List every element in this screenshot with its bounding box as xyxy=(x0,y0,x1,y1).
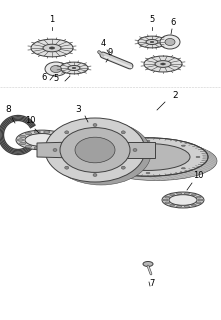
Ellipse shape xyxy=(19,142,26,145)
Ellipse shape xyxy=(25,133,59,147)
Ellipse shape xyxy=(17,139,24,141)
Ellipse shape xyxy=(143,261,153,267)
Text: 3: 3 xyxy=(75,105,81,114)
Ellipse shape xyxy=(25,145,32,148)
Ellipse shape xyxy=(31,39,73,57)
Ellipse shape xyxy=(165,196,170,198)
Ellipse shape xyxy=(191,204,196,206)
Ellipse shape xyxy=(146,39,158,44)
Ellipse shape xyxy=(58,135,65,138)
Ellipse shape xyxy=(16,130,68,150)
Ellipse shape xyxy=(191,194,196,196)
Ellipse shape xyxy=(93,124,97,126)
Text: 8: 8 xyxy=(5,105,11,114)
Text: 6: 6 xyxy=(41,73,47,82)
Ellipse shape xyxy=(161,63,165,65)
Ellipse shape xyxy=(111,168,115,169)
Text: 1: 1 xyxy=(49,15,55,24)
Ellipse shape xyxy=(138,36,166,48)
Ellipse shape xyxy=(96,156,100,158)
Ellipse shape xyxy=(177,205,182,207)
Ellipse shape xyxy=(163,199,168,201)
Text: 4: 4 xyxy=(100,39,106,48)
Ellipse shape xyxy=(146,140,150,142)
Ellipse shape xyxy=(60,128,130,172)
Text: 10: 10 xyxy=(25,116,35,125)
Ellipse shape xyxy=(196,156,200,158)
Ellipse shape xyxy=(52,132,59,135)
Ellipse shape xyxy=(65,131,69,134)
Ellipse shape xyxy=(181,145,185,146)
Ellipse shape xyxy=(43,44,61,52)
Ellipse shape xyxy=(58,142,65,145)
Ellipse shape xyxy=(68,66,80,70)
Ellipse shape xyxy=(196,196,201,198)
Text: 6: 6 xyxy=(170,18,176,27)
Ellipse shape xyxy=(133,148,137,151)
Text: 5: 5 xyxy=(53,74,59,83)
Polygon shape xyxy=(115,142,155,158)
Ellipse shape xyxy=(181,168,185,169)
Ellipse shape xyxy=(34,147,40,149)
Ellipse shape xyxy=(45,62,67,76)
Ellipse shape xyxy=(185,193,189,195)
Ellipse shape xyxy=(144,56,182,72)
Ellipse shape xyxy=(165,38,175,45)
Ellipse shape xyxy=(95,141,217,180)
Ellipse shape xyxy=(121,166,125,169)
Text: 2: 2 xyxy=(172,91,178,100)
Ellipse shape xyxy=(150,41,154,43)
Ellipse shape xyxy=(155,61,171,68)
Ellipse shape xyxy=(111,145,115,146)
Ellipse shape xyxy=(65,166,69,169)
Ellipse shape xyxy=(51,66,61,73)
Ellipse shape xyxy=(198,199,203,201)
Ellipse shape xyxy=(25,132,32,135)
Ellipse shape xyxy=(19,135,26,138)
Ellipse shape xyxy=(60,139,67,141)
Ellipse shape xyxy=(52,145,59,148)
Ellipse shape xyxy=(165,202,170,204)
Ellipse shape xyxy=(53,148,57,151)
Ellipse shape xyxy=(72,67,76,69)
Ellipse shape xyxy=(177,193,182,195)
Ellipse shape xyxy=(45,118,145,182)
Text: 7: 7 xyxy=(149,279,155,288)
Ellipse shape xyxy=(121,131,125,134)
Text: 9: 9 xyxy=(107,48,113,57)
Polygon shape xyxy=(37,142,75,158)
Ellipse shape xyxy=(170,194,175,196)
Ellipse shape xyxy=(75,137,115,163)
Ellipse shape xyxy=(44,131,50,133)
Ellipse shape xyxy=(93,173,97,177)
Ellipse shape xyxy=(170,204,175,206)
Ellipse shape xyxy=(60,62,88,74)
Ellipse shape xyxy=(196,202,201,204)
Ellipse shape xyxy=(160,35,180,49)
Ellipse shape xyxy=(51,121,151,185)
Ellipse shape xyxy=(88,138,208,176)
Ellipse shape xyxy=(146,172,150,174)
Text: 10: 10 xyxy=(193,171,203,180)
Ellipse shape xyxy=(106,144,190,171)
Ellipse shape xyxy=(34,131,40,133)
Text: 5: 5 xyxy=(149,15,155,24)
Ellipse shape xyxy=(162,192,204,208)
Ellipse shape xyxy=(169,195,197,205)
Ellipse shape xyxy=(185,205,189,207)
Ellipse shape xyxy=(44,147,50,149)
Ellipse shape xyxy=(49,47,55,49)
